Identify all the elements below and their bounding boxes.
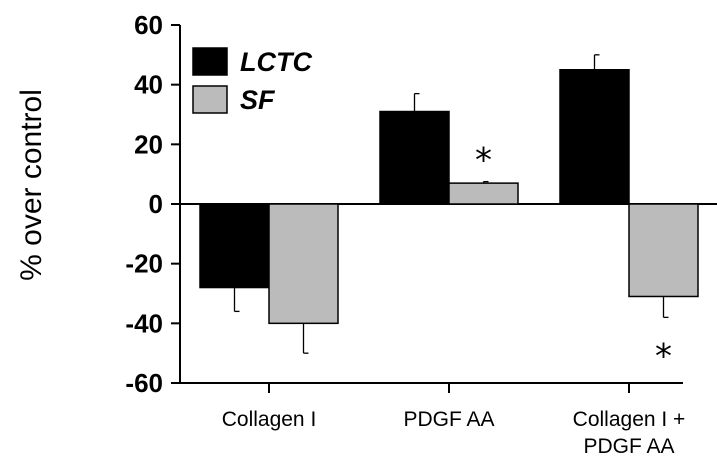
legend-label-lctc: LCTC bbox=[240, 47, 312, 77]
legend-swatch-lctc bbox=[192, 47, 228, 76]
x-category-label: PDGF AA bbox=[583, 435, 674, 458]
x-category-label: Collagen I bbox=[222, 408, 317, 431]
legend-label-sf: SF bbox=[240, 85, 276, 115]
y-tick-label: 60 bbox=[134, 10, 163, 40]
bars bbox=[199, 69, 699, 325]
bar-sf bbox=[268, 203, 339, 325]
labels: Collagen I PDGF AA Collagen I + PDGF AA * * bbox=[222, 141, 686, 458]
y-axis-title: % over control bbox=[15, 89, 48, 281]
y-tick-label: -60 bbox=[125, 368, 163, 398]
y-tick-label: -20 bbox=[125, 249, 163, 279]
y-tick-label: 20 bbox=[134, 129, 163, 159]
y-tick-label: -40 bbox=[125, 308, 163, 338]
error-bars bbox=[233, 54, 669, 354]
y-tick-label: 40 bbox=[134, 70, 163, 100]
bar-lctc bbox=[199, 203, 270, 289]
bar-sf bbox=[628, 203, 699, 298]
x-category-label: Collagen I + bbox=[573, 408, 686, 431]
legend: LCTC SF bbox=[192, 47, 312, 115]
legend-swatch-sf bbox=[192, 85, 228, 114]
significance-star: * bbox=[655, 336, 672, 376]
x-category-label: PDGF AA bbox=[403, 408, 494, 431]
bar-sf bbox=[448, 182, 519, 205]
bar-lctc bbox=[379, 110, 450, 205]
y-tick-label: 0 bbox=[149, 189, 163, 219]
bar-lctc bbox=[559, 69, 630, 205]
significance-star: * bbox=[475, 141, 492, 181]
